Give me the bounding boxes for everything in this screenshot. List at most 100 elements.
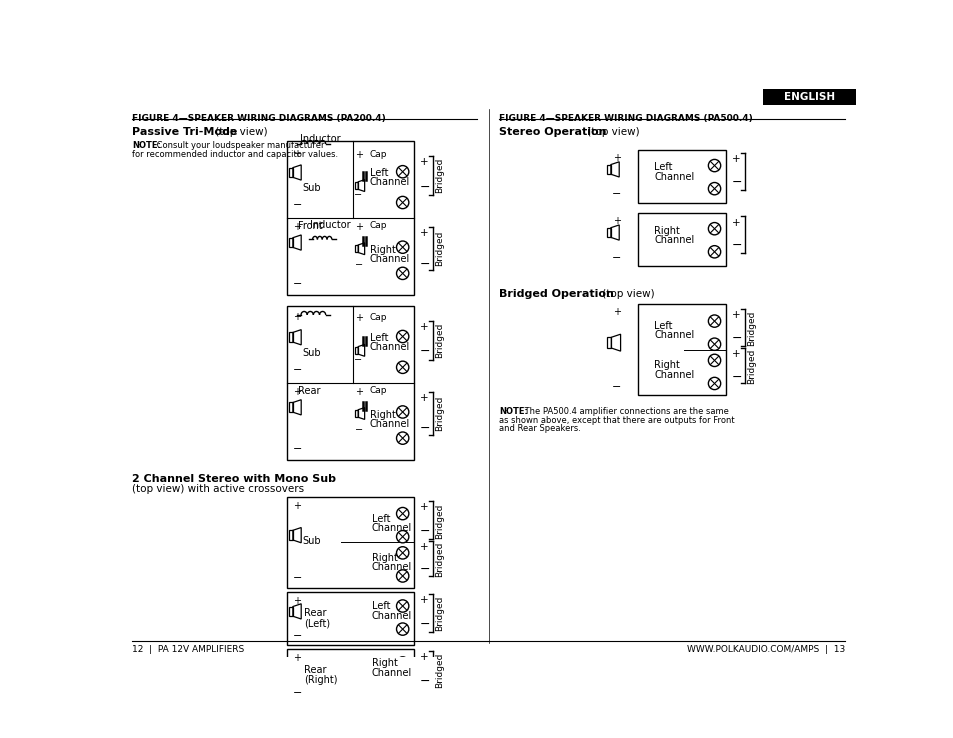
Text: −: −	[293, 365, 301, 375]
Text: +: +	[419, 228, 428, 238]
Circle shape	[396, 165, 409, 178]
Text: Bridged: Bridged	[435, 653, 444, 689]
Text: Channel: Channel	[654, 331, 694, 340]
Text: −: −	[293, 444, 301, 454]
Text: −: −	[293, 688, 301, 697]
Circle shape	[396, 241, 409, 253]
Circle shape	[396, 406, 409, 418]
Text: Channel: Channel	[372, 523, 412, 533]
Circle shape	[708, 223, 720, 235]
Text: Consult your loudspeaker manufacturer: Consult your loudspeaker manufacturer	[153, 141, 324, 150]
Text: +: +	[419, 393, 428, 403]
Text: −: −	[419, 618, 430, 631]
Text: Channel: Channel	[369, 177, 410, 187]
Circle shape	[396, 600, 409, 612]
Circle shape	[396, 331, 409, 342]
Circle shape	[708, 338, 720, 351]
Text: Passive Tri-Mode: Passive Tri-Mode	[132, 127, 237, 137]
Circle shape	[396, 508, 409, 520]
Text: Bridged Operation: Bridged Operation	[498, 289, 613, 299]
Text: −: −	[419, 345, 430, 359]
Circle shape	[396, 623, 409, 635]
Circle shape	[396, 196, 409, 209]
Bar	[606, 228, 610, 238]
Text: Bridged: Bridged	[435, 596, 444, 632]
Text: +: +	[293, 312, 301, 322]
Circle shape	[708, 354, 720, 367]
Circle shape	[708, 159, 720, 172]
Text: (top view): (top view)	[598, 289, 654, 299]
Text: Stereo Operation: Stereo Operation	[498, 127, 606, 137]
Bar	[637, 150, 725, 202]
Text: 2 Channel Stereo with Mono Sub: 2 Channel Stereo with Mono Sub	[132, 474, 336, 483]
Text: Right: Right	[372, 658, 397, 669]
Text: Right: Right	[369, 410, 395, 420]
Text: −: −	[293, 631, 301, 641]
Text: −: −	[293, 200, 301, 210]
Text: −: −	[419, 525, 430, 538]
Text: +: +	[612, 307, 620, 317]
Text: Rear: Rear	[304, 607, 326, 618]
Bar	[287, 141, 414, 295]
Text: Front: Front	[297, 221, 322, 231]
Text: +: +	[731, 349, 740, 359]
Text: −: −	[293, 573, 301, 583]
Text: Left: Left	[654, 162, 672, 173]
Text: −: −	[355, 425, 363, 435]
Text: −: −	[612, 252, 620, 263]
Text: +: +	[731, 218, 740, 227]
Text: The PA500.4 amplifier connections are the same: The PA500.4 amplifier connections are th…	[521, 407, 728, 416]
Text: +: +	[419, 157, 428, 168]
Text: −: −	[354, 355, 362, 365]
Text: Cap: Cap	[369, 386, 387, 395]
Text: Bridged: Bridged	[435, 396, 444, 431]
Text: +: +	[612, 216, 620, 227]
Bar	[606, 165, 610, 174]
Bar	[287, 497, 414, 587]
Text: Bridged: Bridged	[435, 158, 444, 193]
Text: +: +	[293, 501, 301, 511]
Text: Bridged: Bridged	[746, 311, 755, 346]
Text: Right: Right	[369, 245, 395, 255]
Text: Bridged: Bridged	[435, 231, 444, 266]
Text: −: −	[731, 331, 741, 345]
Circle shape	[708, 377, 720, 390]
Text: +: +	[293, 148, 301, 159]
Text: −: −	[419, 422, 430, 435]
Text: +: +	[731, 310, 740, 320]
Text: Left: Left	[369, 333, 388, 342]
Bar	[287, 592, 414, 644]
Text: ENGLISH: ENGLISH	[782, 92, 834, 102]
Text: Bridged: Bridged	[746, 349, 755, 384]
Circle shape	[708, 246, 720, 258]
Text: +: +	[293, 596, 301, 606]
Circle shape	[396, 531, 409, 543]
Text: Bridged: Bridged	[435, 323, 444, 358]
Text: −: −	[731, 176, 741, 189]
Text: Sub: Sub	[302, 348, 321, 358]
Bar	[289, 607, 293, 616]
Circle shape	[396, 432, 409, 444]
Text: −: −	[419, 675, 430, 688]
Text: Bridged: Bridged	[435, 503, 444, 539]
Bar	[289, 332, 293, 342]
Text: −: −	[419, 258, 430, 271]
Text: Cap: Cap	[369, 314, 387, 323]
Text: Rear: Rear	[297, 386, 320, 396]
Text: WWW.POLKAUDIO.COM/AMPS  |  13: WWW.POLKAUDIO.COM/AMPS | 13	[686, 644, 844, 654]
Text: +: +	[293, 653, 301, 663]
Text: +: +	[355, 314, 362, 323]
Text: Channel: Channel	[654, 370, 694, 379]
Text: +: +	[612, 154, 620, 163]
Text: +: +	[419, 323, 428, 332]
Text: Left: Left	[369, 168, 388, 178]
Text: Channel: Channel	[369, 342, 410, 352]
Bar	[289, 168, 293, 177]
Text: −: −	[612, 190, 620, 199]
Text: −: −	[354, 190, 362, 200]
Text: Cap: Cap	[369, 150, 387, 159]
Text: Right: Right	[654, 360, 679, 370]
Text: Cap: Cap	[369, 221, 387, 230]
Bar	[355, 182, 357, 190]
Bar	[355, 410, 357, 417]
